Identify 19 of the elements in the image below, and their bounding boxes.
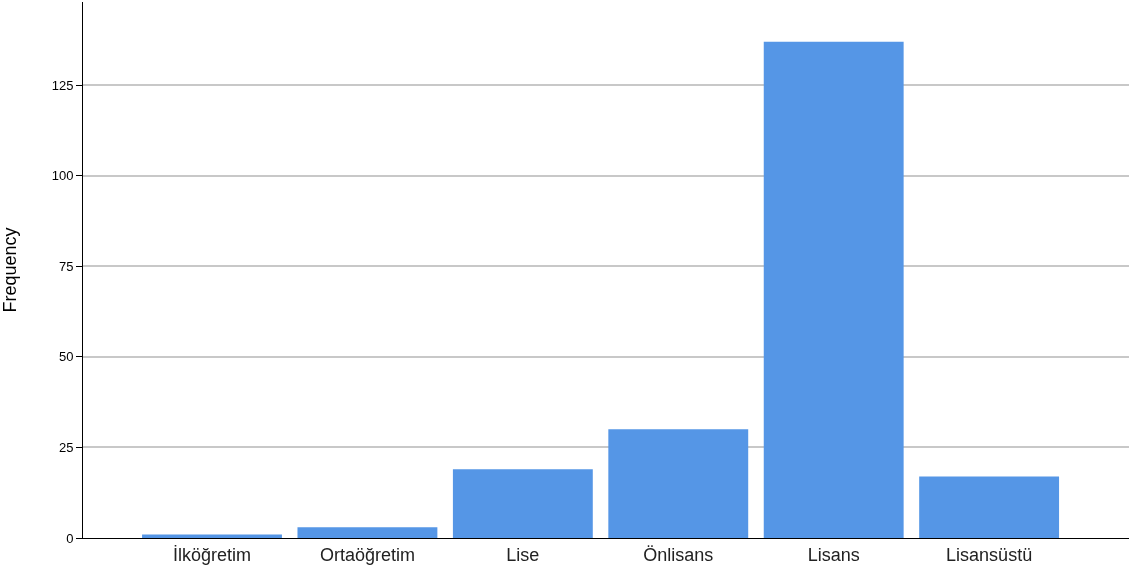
bar <box>608 429 749 538</box>
y-tick-label: 100 <box>51 168 74 184</box>
y-tick-label: 50 <box>58 349 74 365</box>
bar <box>919 476 1060 538</box>
y-tick-label: 25 <box>58 440 74 456</box>
x-tick-label: İlköğretim <box>172 544 252 565</box>
y-axis-title: Frequency <box>0 227 20 313</box>
y-tick-label: 0 <box>66 530 74 546</box>
bar <box>142 534 282 538</box>
bar <box>297 527 438 538</box>
y-tick-label: 75 <box>58 258 74 274</box>
x-tick-label: Önlisans <box>643 544 714 565</box>
x-tick-label: Lise <box>506 544 540 565</box>
bar <box>763 41 904 538</box>
bar <box>452 469 593 538</box>
x-tick-label: Lisansüstü <box>946 544 1033 565</box>
x-tick-label: Ortaöğretim <box>319 544 415 565</box>
x-tick-label: Lisans <box>807 544 860 565</box>
y-tick-label: 125 <box>51 77 74 93</box>
